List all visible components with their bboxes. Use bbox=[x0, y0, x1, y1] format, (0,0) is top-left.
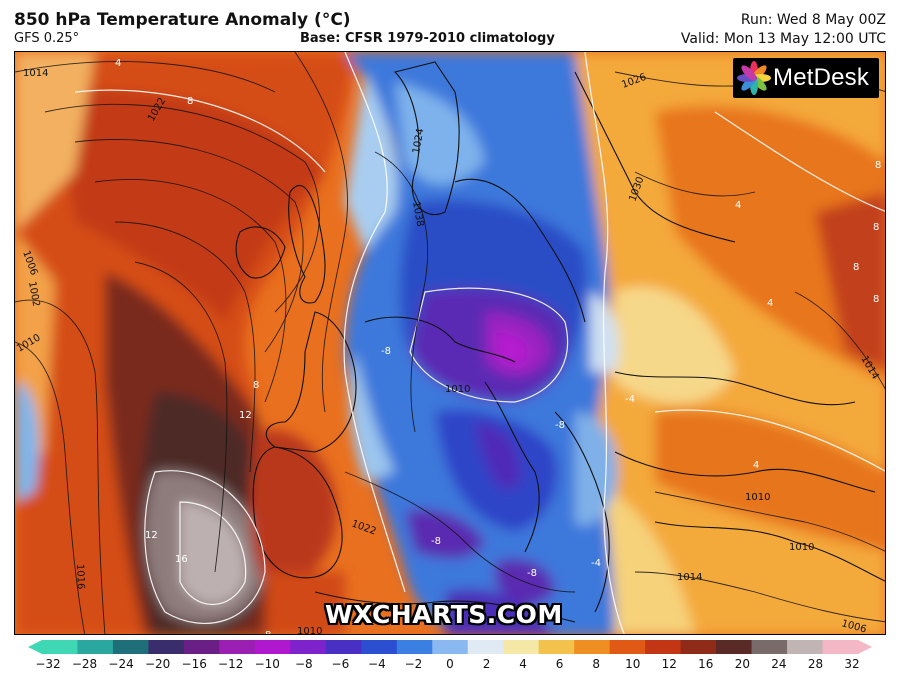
scale-tick-label: −20 bbox=[144, 657, 171, 671]
model-label: GFS 0.25° bbox=[14, 31, 80, 46]
scale-tick-label: −4 bbox=[368, 657, 386, 671]
scale-tick-label: 28 bbox=[807, 657, 824, 671]
scale-tick-label: −6 bbox=[331, 657, 350, 671]
scale-tick-label: −28 bbox=[71, 657, 98, 671]
anomaly-labels: 4 8 8 12 12 16 8 -8 -8 -8 4 8 8 4 4 -4 -… bbox=[115, 58, 881, 635]
color-swatch bbox=[822, 640, 859, 654]
scale-tick-label: 12 bbox=[661, 657, 677, 671]
scale-tick-label: 24 bbox=[771, 657, 787, 671]
chart-header: 850 hPa Temperature Anomaly (°C) GFS 0.2… bbox=[0, 0, 900, 50]
watermark: WXCHARTS.COM bbox=[325, 600, 563, 629]
color-swatch bbox=[432, 640, 469, 654]
scale-tick-label: 32 bbox=[844, 657, 860, 671]
isobars bbox=[15, 52, 885, 634]
metdesk-flower-icon bbox=[737, 61, 771, 95]
scale-tick-label: 8 bbox=[592, 657, 600, 671]
anomaly-label: -8 bbox=[381, 346, 391, 357]
isobar-label: 1002 bbox=[26, 281, 41, 308]
anomaly-contours bbox=[74, 52, 885, 634]
color-swatch bbox=[148, 640, 185, 654]
scale-tick-label: −2 bbox=[404, 657, 423, 671]
color-swatch bbox=[503, 640, 540, 654]
anomaly-label: 16 bbox=[175, 554, 188, 565]
scale-tick-label: 2 bbox=[482, 657, 491, 671]
scale-tick-label: 6 bbox=[555, 657, 564, 671]
color-swatch bbox=[361, 640, 398, 654]
color-swatch bbox=[538, 640, 575, 654]
scale-min-arrow bbox=[28, 640, 42, 654]
anomaly-label: 8 bbox=[875, 160, 881, 171]
scale-tick-label: −16 bbox=[181, 657, 207, 671]
anomaly-label: 8 bbox=[853, 262, 859, 273]
valid-time-label: Valid: Mon 13 May 12:00 UTC bbox=[680, 31, 886, 47]
anomaly-label: -4 bbox=[625, 394, 635, 405]
color-swatch bbox=[183, 640, 220, 654]
isobar-label: 1006 bbox=[840, 618, 867, 635]
color-swatch bbox=[325, 640, 362, 654]
scale-tick-label: −10 bbox=[254, 657, 280, 671]
color-scale-bar bbox=[28, 640, 872, 654]
anomaly-label: 4 bbox=[115, 58, 121, 69]
isobar-label: 1010 bbox=[445, 384, 470, 395]
isobar-label: 1038 bbox=[410, 201, 425, 228]
color-swatch bbox=[787, 640, 824, 654]
color-swatch bbox=[716, 640, 753, 654]
anomaly-map: 1014 1022 1026 1024 1038 1030 1006 1002 … bbox=[14, 51, 886, 635]
anomaly-label: -4 bbox=[591, 558, 601, 569]
anomaly-label: -8 bbox=[527, 568, 537, 579]
color-swatch bbox=[219, 640, 256, 654]
anomaly-label: 8 bbox=[253, 380, 259, 391]
scale-tick-label: −24 bbox=[108, 657, 134, 671]
anomaly-label: 4 bbox=[753, 460, 759, 471]
anomaly-label: 12 bbox=[145, 530, 158, 541]
run-time-label: Run: Wed 8 May 00Z bbox=[740, 12, 886, 28]
scale-tick-label: 10 bbox=[625, 657, 641, 671]
scale-tick-label: −12 bbox=[218, 657, 244, 671]
anomaly-label: 8 bbox=[873, 222, 879, 233]
color-swatch bbox=[290, 640, 327, 654]
logo-text: MetDesk bbox=[773, 64, 870, 91]
anomaly-label: -8 bbox=[431, 536, 441, 547]
chart-title: 850 hPa Temperature Anomaly (°C) bbox=[14, 10, 351, 30]
anomaly-label: 4 bbox=[767, 298, 773, 309]
anomaly-label: 8 bbox=[873, 294, 879, 305]
scale-max-arrow bbox=[858, 640, 872, 654]
color-swatch bbox=[396, 640, 433, 654]
coastlines bbox=[235, 61, 885, 623]
isobar-label: 1016 bbox=[74, 564, 86, 590]
map-canvas: 1014 1022 1026 1024 1038 1030 1006 1002 … bbox=[15, 52, 885, 635]
scale-tick-label: −8 bbox=[294, 657, 313, 671]
isobar-label: 1010 bbox=[789, 542, 814, 553]
anomaly-label: 4 bbox=[735, 200, 741, 211]
anomaly-label: 8 bbox=[265, 630, 271, 635]
color-swatch bbox=[467, 640, 504, 654]
isobar-label: 1014 bbox=[23, 68, 48, 79]
scale-tick-label: −32 bbox=[35, 657, 61, 671]
color-swatch bbox=[645, 640, 682, 654]
color-swatch bbox=[42, 640, 78, 654]
metdesk-logo: MetDesk bbox=[733, 58, 879, 98]
color-swatch bbox=[77, 640, 114, 654]
color-swatch bbox=[112, 640, 149, 654]
isobar-label: 1018 bbox=[387, 602, 412, 613]
isobar-label: 1024 bbox=[411, 128, 426, 155]
color-swatch bbox=[751, 640, 788, 654]
anomaly-label: -8 bbox=[555, 420, 565, 431]
base-climatology-label: Base: CFSR 1979-2010 climatology bbox=[300, 31, 555, 46]
anomaly-label: 8 bbox=[187, 96, 193, 107]
anomaly-label: 12 bbox=[239, 410, 252, 421]
isobar-label: 1014 bbox=[677, 572, 702, 583]
isobar-label: 1010 bbox=[297, 626, 322, 635]
color-swatch bbox=[609, 640, 646, 654]
scale-tick-label: 20 bbox=[734, 657, 750, 671]
scale-tick-label: 16 bbox=[698, 657, 714, 671]
color-swatch bbox=[574, 640, 611, 654]
color-swatch bbox=[254, 640, 291, 654]
color-swatch bbox=[680, 640, 717, 654]
color-scale-ticks: −32 −28 −24 −20 −16 −12 −10 −8 −6 −4 −2 0 2 4 6 8 10 12 16… bbox=[0, 657, 900, 677]
scale-tick-label: 4 bbox=[519, 657, 527, 671]
isobar-label: 1010 bbox=[745, 492, 770, 503]
scale-tick-label: 0 bbox=[446, 657, 454, 671]
